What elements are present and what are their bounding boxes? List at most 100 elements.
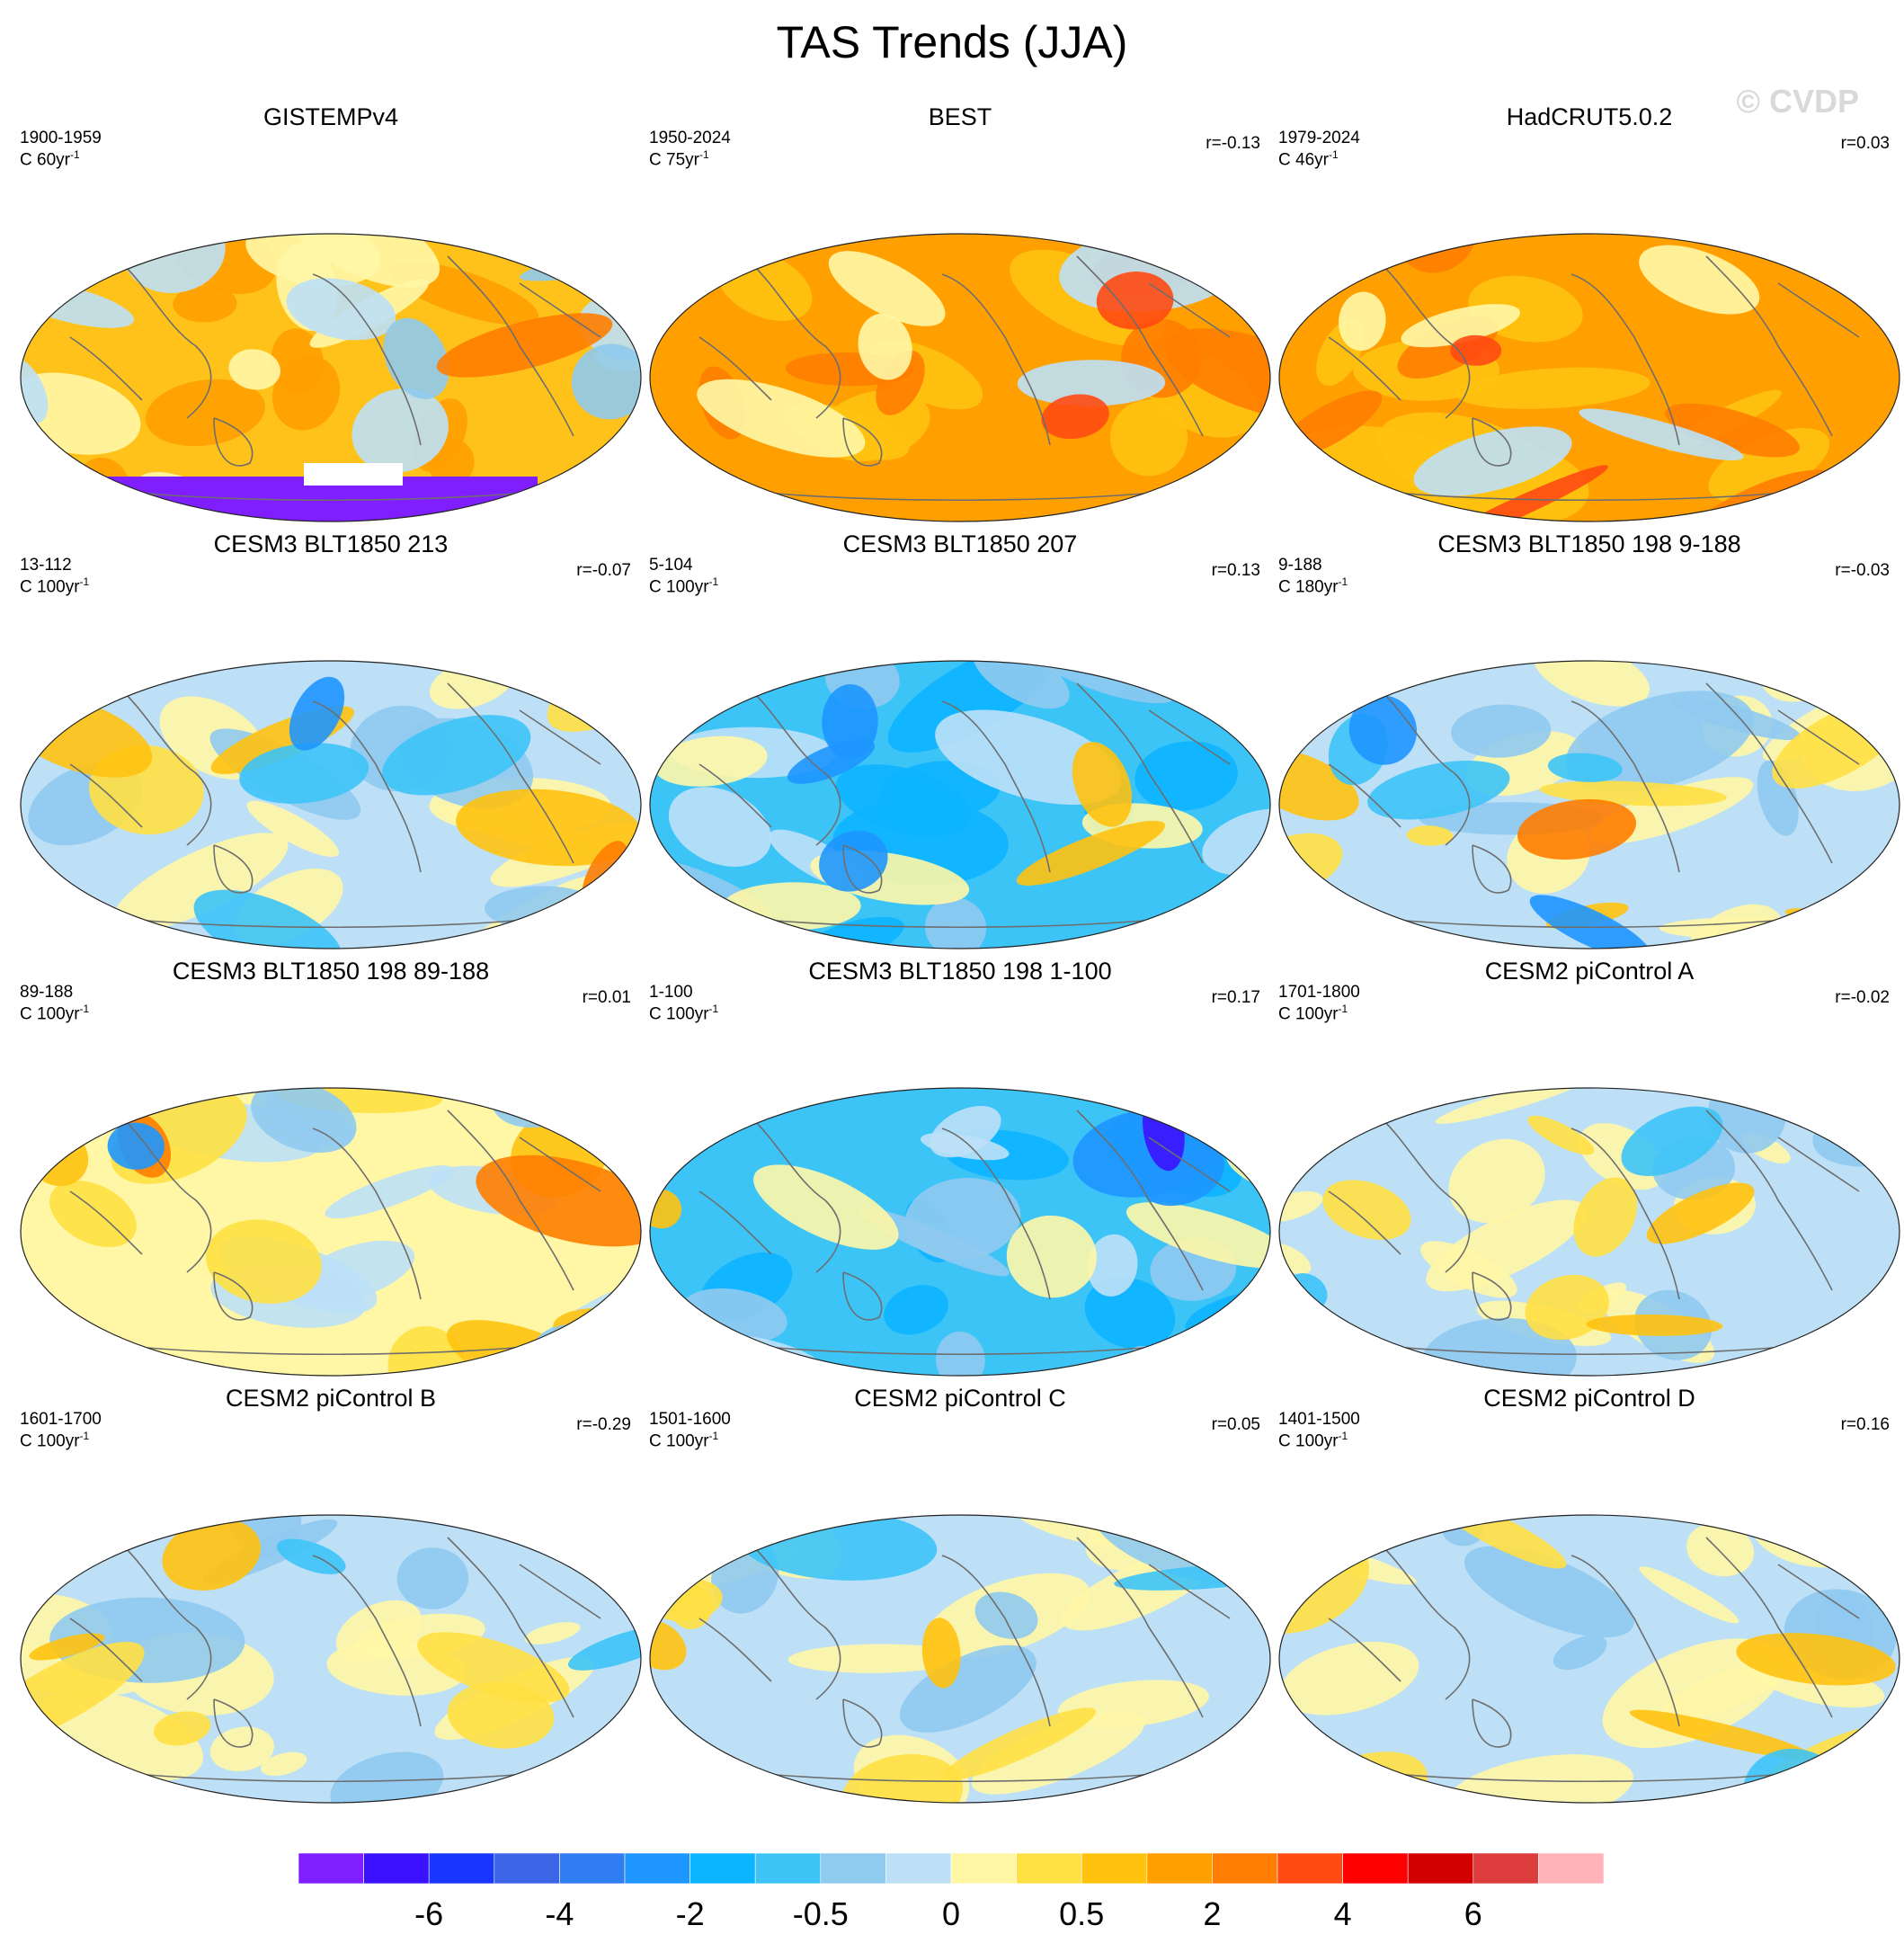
map-border [20,660,642,949]
coastline [519,282,601,338]
coastline [752,691,841,846]
trend-anomaly-region [417,1632,570,1703]
trend-anomaly-region [971,1711,1145,1795]
trend-anomaly-region [1579,408,1744,461]
colorbar-swatch [1212,1852,1278,1885]
trend-anomaly-region [942,1707,1097,1781]
trend-anomaly-region [524,1622,581,1644]
coastline [1328,1190,1401,1255]
coastline [69,1190,143,1255]
coastline [312,1555,422,1727]
coastline [447,682,574,864]
coastline [1328,1618,1401,1682]
coastline [941,273,1051,446]
trend-anomaly-region [787,1644,964,1673]
correlation-label: r=0.03 [1840,134,1890,153]
coastline [447,255,574,437]
coastline [1076,1537,1204,1718]
colorbar-label: 4 [1333,1895,1352,1932]
correlation-label: r=0.16 [1840,1415,1890,1434]
colorbar-label: 2 [1203,1895,1222,1932]
trend-anomaly-region [1686,1522,1755,1577]
panel-title: BEST [928,103,992,130]
coastline [1076,255,1204,437]
units-label: C 100yr-1 [1278,1430,1348,1451]
cvdp-watermark: © CVDP [1736,83,1859,120]
coastline [734,489,1186,502]
colorbar-swatch [559,1852,626,1885]
trend-anomaly-region [1586,1314,1723,1336]
colorbar-swatch [1538,1852,1605,1885]
coastline [123,691,212,846]
coastline [698,1618,772,1682]
map-panel: CESM3 BLT1850 198 1-100 1-100 C 100yr-1 r=0… [645,958,1275,1380]
trend-anomaly-region [21,355,49,424]
colorbar-label: -2 [675,1895,705,1932]
coastline [1570,1555,1680,1727]
trend-anomaly-region [1280,1641,1419,1716]
coastline [734,1770,1186,1783]
correlation-label: r=-0.13 [1206,134,1260,153]
trend-anomaly-region [974,1591,1038,1639]
units-label: C 60yr-1 [20,148,80,170]
map-plot [20,1087,642,1377]
coastline [1472,1271,1512,1321]
coastline [213,1271,254,1321]
coastline [734,916,1186,929]
coastline [1705,682,1833,864]
colorbar-label: 0 [941,1895,961,1932]
trend-anomaly-region [668,787,771,867]
trend-anomaly-region [1455,367,1650,409]
coastline [123,264,212,419]
trend-anomaly-region [456,789,641,867]
coastline [1570,700,1680,873]
coastline [842,1271,883,1321]
trend-anomaly-region [819,830,888,892]
correlation-label: r=0.17 [1211,988,1260,1007]
colorbar-swatch [690,1852,756,1885]
units-label: C 100yr-1 [649,575,719,597]
coastline [941,1555,1051,1727]
trend-anomaly-region [1017,360,1166,406]
colorbar-swatch [1146,1852,1213,1885]
trend-anomaly-region [1860,1520,1900,1576]
coastline [519,1564,601,1619]
colorbar-swatch [363,1852,430,1885]
trend-anomaly-region [571,343,641,420]
trend-anomaly-region [325,1165,454,1219]
map-plot [649,660,1271,949]
correlation-label: r=-0.02 [1835,988,1890,1007]
trend-anomaly-region [1134,741,1238,811]
trend-anomaly-region [21,910,89,949]
trend-anomaly-region [261,1751,307,1776]
colorbar-swatch [950,1852,1017,1885]
coastline [105,489,556,502]
units-label: C 100yr-1 [20,575,90,597]
trend-anomaly-region [387,1325,465,1376]
trend-anomaly-region [1057,1680,1209,1728]
trend-anomaly-region [228,349,280,390]
correlation-label: r=-0.07 [576,561,631,580]
coastline [1472,417,1512,467]
trend-anomaly-region [1016,820,1165,886]
colorbar-swatch [820,1852,886,1885]
coastline [1328,336,1401,401]
trend-anomaly-region [145,379,265,447]
trend-anomaly-region [1279,1243,1312,1275]
coastline [105,916,556,929]
map-plot [649,233,1271,522]
map-plot [649,1087,1271,1377]
map-border [1278,233,1900,522]
trend-anomaly-region [858,313,912,380]
trend-anomaly-region [973,661,1070,709]
map-panel: CESM2 piControl B 1601-1700 C 100yr-1 r=-0.… [16,1385,645,1807]
units-label: C 75yr-1 [649,148,709,170]
trend-anomaly-region [822,684,878,760]
colorbar-swatch [1016,1852,1082,1885]
colorbar-swatch [1342,1852,1409,1885]
map-border [649,233,1271,522]
trend-anomaly-region [21,908,96,949]
trend-anomaly-region [112,833,289,931]
panel-title: CESM3 BLT1850 198 89-188 [172,958,490,985]
trend-anomaly-region [289,676,345,751]
